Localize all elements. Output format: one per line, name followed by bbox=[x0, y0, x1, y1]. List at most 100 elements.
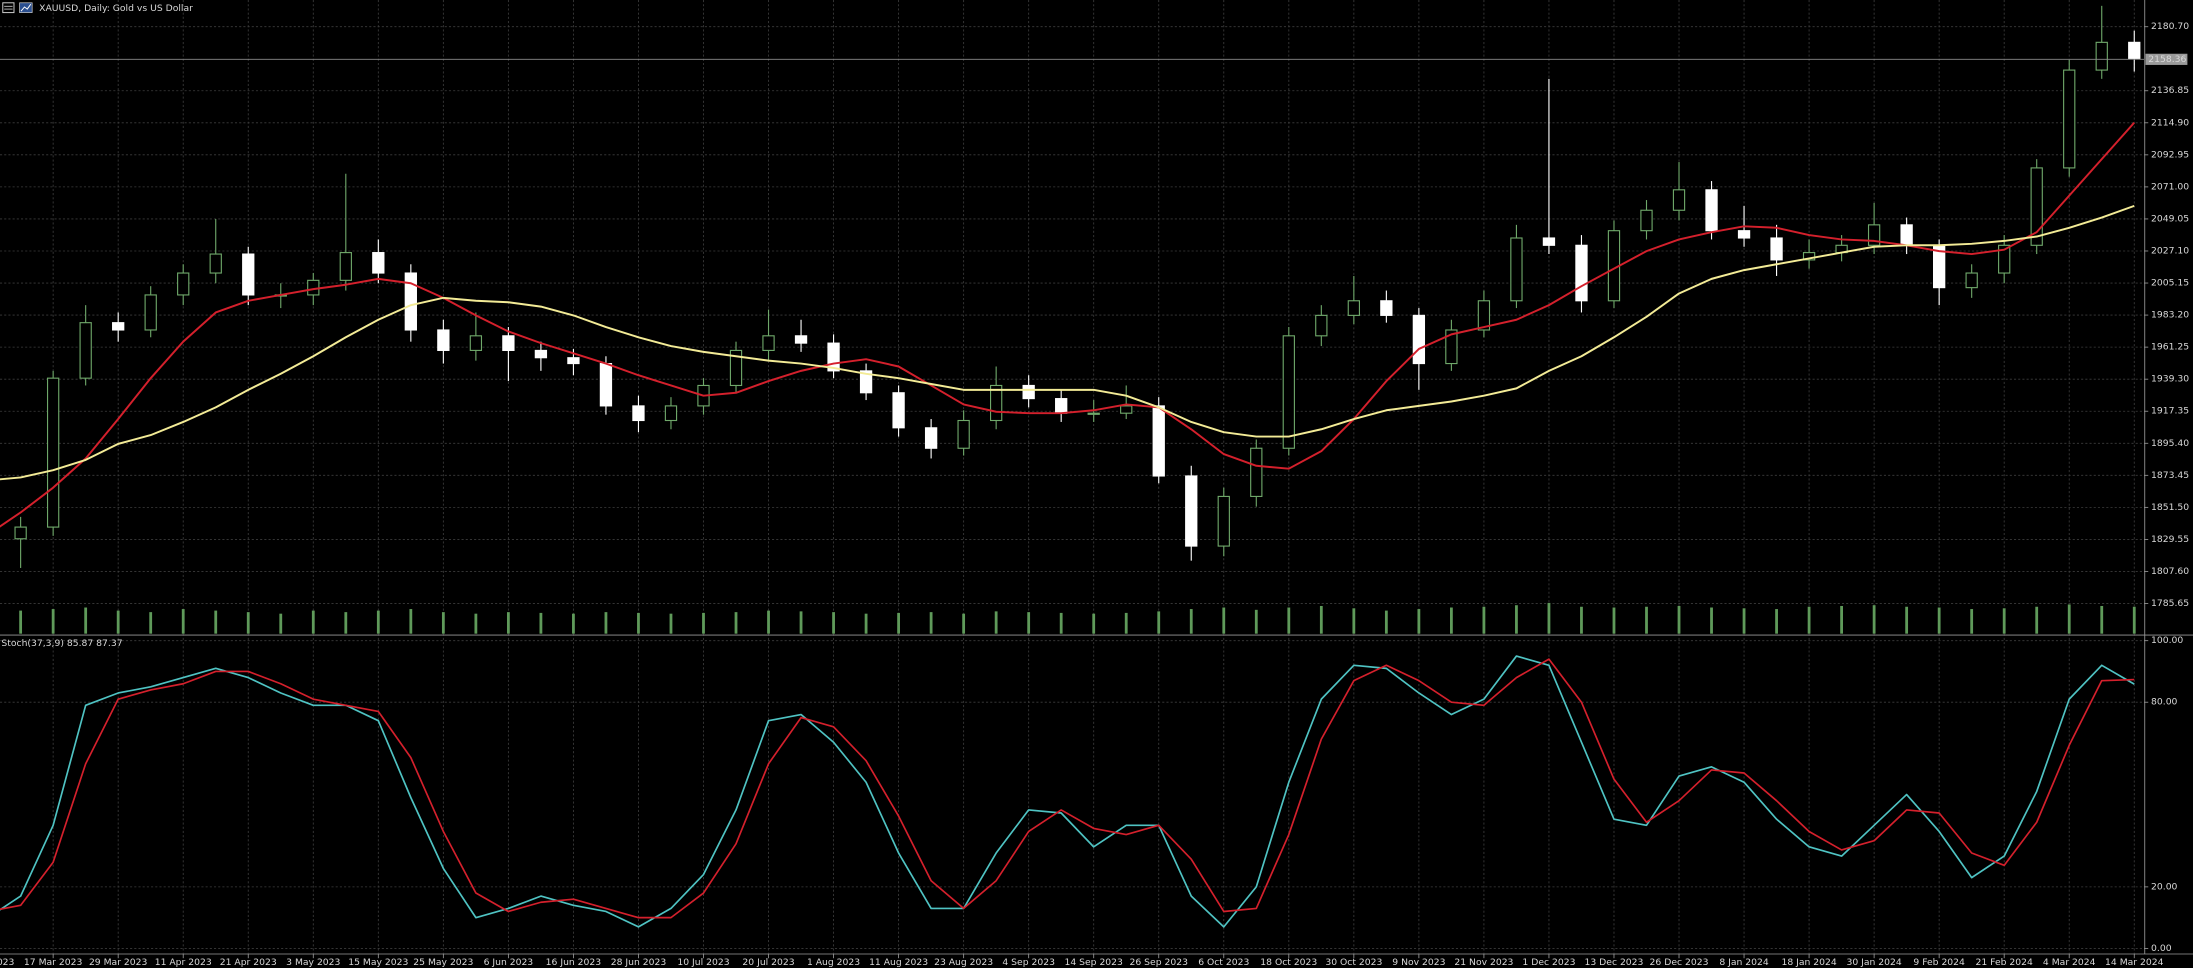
volume-bar bbox=[2067, 604, 2071, 634]
volume-bar bbox=[474, 613, 478, 634]
volume-bar bbox=[51, 609, 55, 634]
candle-body bbox=[242, 253, 255, 296]
y-tick-label: 1983.20 bbox=[2151, 310, 2189, 321]
volume-bar bbox=[1449, 607, 1453, 634]
current-price-label: 2158.36 bbox=[2148, 54, 2186, 65]
volume-bar bbox=[1807, 606, 1811, 634]
candle-body bbox=[1412, 314, 1426, 365]
candle-body bbox=[1640, 209, 1653, 232]
x-tick-label: 20 Jul 2023 bbox=[742, 957, 794, 968]
candle-body bbox=[664, 405, 678, 422]
x-tick-label: 29 Mar 2023 bbox=[89, 957, 148, 968]
y-tick-label: 0.00 bbox=[2151, 943, 2172, 954]
y-tick-label: 1873.45 bbox=[2151, 470, 2189, 481]
candle-body bbox=[1217, 495, 1230, 547]
volume-bar bbox=[279, 613, 283, 634]
x-tick-label: 6 Oct 2023 bbox=[1198, 957, 1249, 968]
y-tick-label: 1961.25 bbox=[2151, 342, 2189, 353]
candle-body bbox=[534, 349, 548, 359]
x-tick-label: 26 Dec 2023 bbox=[1650, 957, 1709, 968]
x-tick-label: 7 Mar 2023 bbox=[0, 957, 15, 968]
candle-body bbox=[892, 392, 905, 429]
volume-bar bbox=[799, 611, 803, 634]
candle-body bbox=[729, 349, 743, 387]
candle-body bbox=[1022, 384, 1035, 400]
candle-body bbox=[1510, 237, 1523, 302]
y-tick-label: 1851.50 bbox=[2151, 502, 2189, 513]
grid-layer bbox=[0, 0, 2145, 955]
volume-bar bbox=[344, 612, 348, 634]
volume-bar bbox=[2002, 608, 2006, 634]
candle-body bbox=[762, 335, 775, 351]
x-tick-label: 21 Feb 2024 bbox=[1976, 957, 2034, 968]
y-tick-label: 2136.85 bbox=[2151, 85, 2189, 96]
volume-bar bbox=[994, 611, 998, 634]
candle-body bbox=[1575, 244, 1588, 302]
y-tick-label: 2049.05 bbox=[2151, 213, 2189, 224]
volume-bar bbox=[181, 609, 185, 634]
candle-body bbox=[1185, 475, 1198, 547]
candle-body bbox=[469, 335, 483, 351]
volume-bar bbox=[2132, 606, 2136, 634]
volume-bar bbox=[214, 610, 218, 634]
y-tick-label: 2071.00 bbox=[2151, 181, 2189, 192]
y-tick-label: 1895.40 bbox=[2151, 438, 2189, 449]
volume-bar bbox=[539, 612, 543, 634]
y-tick-label: 1917.35 bbox=[2151, 406, 2189, 417]
volume-bar bbox=[929, 612, 933, 634]
x-tick-label: 18 Jan 2024 bbox=[1781, 957, 1836, 968]
candle-body bbox=[2063, 69, 2076, 169]
volume-bar bbox=[962, 613, 966, 634]
x-tick-label: 21 Nov 2023 bbox=[1454, 957, 1513, 968]
candle-body bbox=[14, 526, 27, 540]
candle-body bbox=[1802, 252, 1816, 261]
volume-bar bbox=[2035, 606, 2039, 634]
volume-bar bbox=[1612, 607, 1616, 634]
candle-body bbox=[1998, 244, 2011, 274]
candle-body bbox=[989, 384, 1003, 422]
volume-bar bbox=[1742, 608, 1746, 634]
volume-bar bbox=[1287, 607, 1291, 634]
x-tick-label: 13 Dec 2023 bbox=[1585, 957, 1644, 968]
y-tick-label: 2027.10 bbox=[2151, 245, 2189, 256]
x-tick-label: 1 Dec 2023 bbox=[1522, 957, 1575, 968]
y-tick-label: 20.00 bbox=[2151, 881, 2178, 892]
volume-bar bbox=[1872, 605, 1876, 634]
volume-bar bbox=[1482, 606, 1486, 634]
volume-bar bbox=[1905, 606, 1909, 634]
y-tick-label: 2114.90 bbox=[2151, 117, 2189, 128]
candle-body bbox=[46, 377, 60, 528]
x-tick-label: 17 Mar 2023 bbox=[24, 957, 83, 968]
candle-body bbox=[1770, 237, 1783, 261]
x-tick-label: 1 Aug 2023 bbox=[807, 957, 860, 968]
y-tick-label: 100.00 bbox=[2151, 635, 2183, 646]
candle-body bbox=[1542, 237, 1556, 246]
volume-bar bbox=[506, 612, 510, 634]
volume-bar bbox=[1580, 606, 1583, 634]
volume-bar bbox=[2100, 605, 2104, 634]
x-tick-label: 16 Jun 2023 bbox=[546, 957, 602, 968]
candle-body bbox=[957, 419, 970, 449]
x-tick-label: 9 Nov 2023 bbox=[1392, 957, 1445, 968]
candle-body bbox=[209, 253, 222, 274]
y-tick-label: 1807.60 bbox=[2151, 566, 2189, 577]
candle-body bbox=[1965, 272, 1978, 289]
plot-layer bbox=[0, 5, 2145, 928]
x-tick-label: 15 May 2023 bbox=[348, 957, 408, 968]
candle-body bbox=[632, 405, 645, 422]
x-tick-label: 30 Oct 2023 bbox=[1325, 957, 1382, 968]
x-tick-label: 11 Aug 2023 bbox=[869, 957, 928, 968]
x-tick-label: 4 Mar 2024 bbox=[2043, 957, 2096, 968]
volume-bar bbox=[1157, 611, 1161, 634]
volume-bar bbox=[1254, 609, 1258, 634]
x-tick-label: 8 Jan 2024 bbox=[1719, 957, 1769, 968]
menu-icon[interactable] bbox=[2, 2, 15, 14]
candle-body bbox=[794, 335, 808, 344]
stochastic-line bbox=[0, 658, 2135, 919]
candle-body bbox=[2095, 41, 2108, 71]
volume-bar bbox=[1547, 602, 1551, 634]
